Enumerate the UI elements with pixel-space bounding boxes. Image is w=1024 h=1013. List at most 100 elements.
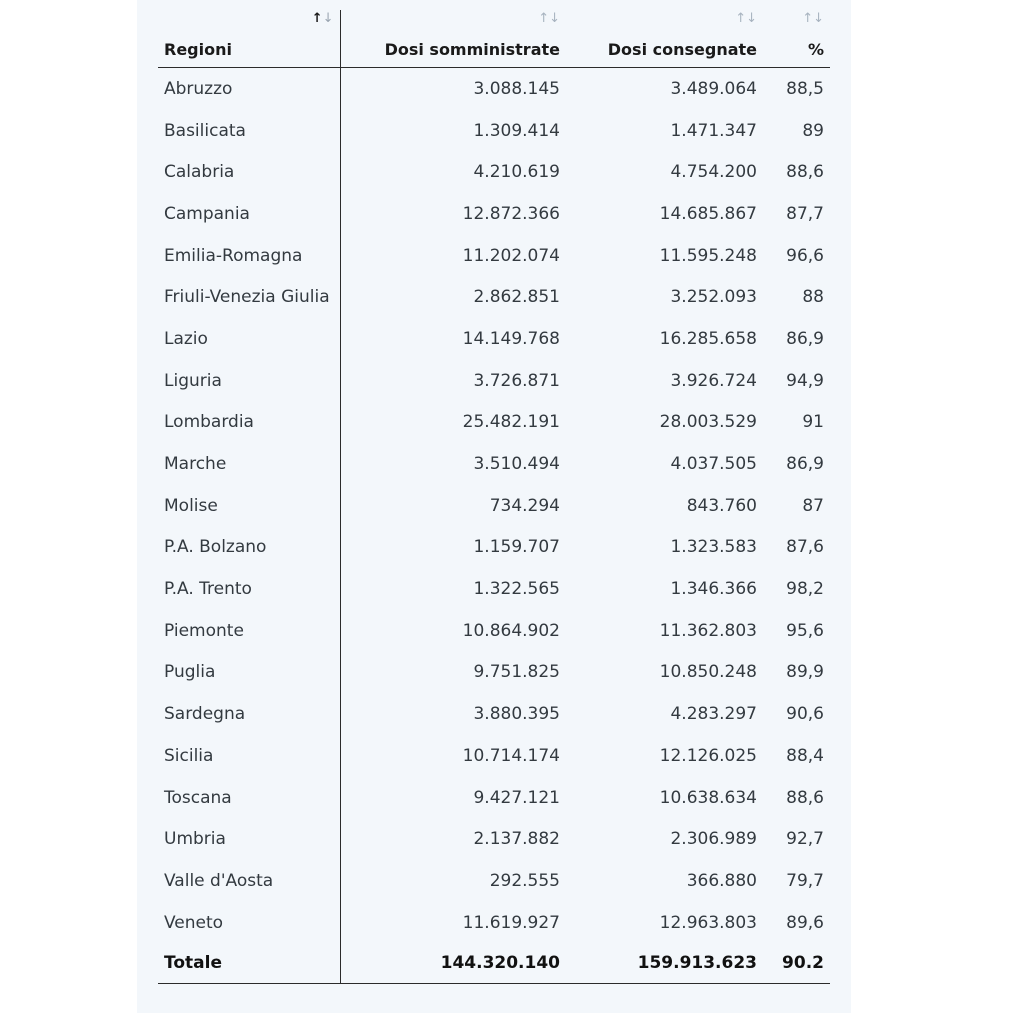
cell-regione: Basilicata bbox=[158, 109, 341, 152]
cell-dosi-somministrate: 1.309.414 bbox=[473, 120, 560, 141]
cell-percentuale: 95,6 bbox=[786, 620, 824, 641]
cell-regione: Marche bbox=[158, 443, 341, 485]
cell-percentuale: 87,6 bbox=[786, 537, 824, 558]
header-row: ↑↓ Regioni ↑↓ Dosi somministrate ↑↓ Dosi… bbox=[158, 10, 830, 68]
cell-dosi-somministrate: 3.510.494 bbox=[473, 454, 560, 475]
column-header-regioni[interactable]: ↑↓ Regioni bbox=[158, 10, 341, 68]
cell-dosi-consegnate: 1.346.366 bbox=[670, 579, 757, 600]
cell-percentuale: 79,7 bbox=[786, 870, 824, 891]
column-header-dosi-consegnate[interactable]: ↑↓ Dosi consegnate bbox=[566, 10, 763, 68]
cell-percentuale: 89,9 bbox=[786, 662, 824, 683]
table-row: Umbria 2.137.882 2.306.989 92,7 bbox=[158, 818, 830, 861]
table-row: P.A. Bolzano 1.159.707 1.323.583 87,6 bbox=[158, 526, 830, 569]
cell-regione: Valle d'Aosta bbox=[158, 860, 341, 902]
cell-regione: Lazio bbox=[158, 318, 341, 360]
cell-regione: Abruzzo bbox=[158, 67, 341, 110]
cell-dosi-somministrate: 3.880.395 bbox=[473, 704, 560, 725]
table-row: Lazio 14.149.768 16.285.658 86,9 bbox=[158, 318, 830, 360]
cell-dosi-somministrate: 4.210.619 bbox=[473, 162, 560, 183]
cell-percentuale: 88,6 bbox=[786, 787, 824, 808]
sort-arrows-icon[interactable]: ↑↓ bbox=[311, 11, 334, 26]
table-row: Marche 3.510.494 4.037.505 86,9 bbox=[158, 443, 830, 485]
cell-regione: Umbria bbox=[158, 818, 341, 861]
cell-percentuale: 86,9 bbox=[786, 328, 824, 349]
cell-dosi-consegnate: 3.926.724 bbox=[670, 370, 757, 391]
cell-dosi-consegnate: 3.252.093 bbox=[670, 287, 757, 308]
cell-dosi-somministrate: 3.726.871 bbox=[473, 370, 560, 391]
cell-dosi-somministrate: 12.872.366 bbox=[462, 203, 560, 224]
vaccine-doses-table: ↑↓ Regioni ↑↓ Dosi somministrate ↑↓ Dosi… bbox=[158, 10, 830, 985]
column-header-percentuale[interactable]: ↑↓ % bbox=[763, 10, 830, 68]
cell-dosi-somministrate: 9.751.825 bbox=[473, 662, 560, 683]
cell-dosi-consegnate: 10.638.634 bbox=[659, 787, 757, 808]
table-row: Lombardia 25.482.191 28.003.529 91 bbox=[158, 401, 830, 444]
column-header-dosi-somministrate[interactable]: ↑↓ Dosi somministrate bbox=[340, 10, 566, 68]
cell-dosi-consegnate: 10.850.248 bbox=[659, 662, 757, 683]
cell-dosi-somministrate: 3.088.145 bbox=[473, 78, 560, 99]
table-row: Emilia-Romagna 11.202.074 11.595.248 96,6 bbox=[158, 234, 830, 277]
cell-dosi-somministrate: 14.149.768 bbox=[462, 328, 560, 349]
cell-regione: Piemonte bbox=[158, 609, 341, 652]
table-row: Veneto 11.619.927 12.963.803 89,6 bbox=[158, 901, 830, 944]
table-row: Campania 12.872.366 14.685.867 87,7 bbox=[158, 193, 830, 235]
cell-percentuale: 88,4 bbox=[786, 745, 824, 766]
cell-dosi-consegnate: 4.754.200 bbox=[670, 162, 757, 183]
cell-dosi-somministrate: 10.714.174 bbox=[462, 745, 560, 766]
table-row: Molise 734.294 843.760 87 bbox=[158, 484, 830, 527]
cell-percentuale: 88,6 bbox=[786, 162, 824, 183]
cell-regione: Emilia-Romagna bbox=[158, 234, 341, 277]
cell-regione: Lombardia bbox=[158, 401, 341, 444]
table-row: Piemonte 10.864.902 11.362.803 95,6 bbox=[158, 609, 830, 652]
cell-percentuale: 90,6 bbox=[786, 704, 824, 725]
table-row: P.A. Trento 1.322.565 1.346.366 98,2 bbox=[158, 568, 830, 610]
cell-dosi-consegnate: 4.283.297 bbox=[670, 704, 757, 725]
cell-regione: Campania bbox=[158, 193, 341, 235]
cell-dosi-somministrate: 2.862.851 bbox=[473, 287, 560, 308]
total-consegnate-cell: 159.913.623 bbox=[566, 943, 763, 985]
cell-regione: Sardegna bbox=[158, 693, 341, 735]
table-header: ↑↓ Regioni ↑↓ Dosi somministrate ↑↓ Dosi… bbox=[158, 10, 830, 68]
cell-dosi-consegnate: 1.323.583 bbox=[670, 537, 757, 558]
cell-regione: P.A. Trento bbox=[158, 568, 341, 610]
cell-percentuale: 86,9 bbox=[786, 454, 824, 475]
total-somministrate-cell: 144.320.140 bbox=[340, 943, 566, 985]
cell-regione: Puglia bbox=[158, 651, 341, 694]
sort-arrows-icon[interactable]: ↑↓ bbox=[538, 11, 560, 26]
total-label-cell: Totale bbox=[158, 943, 341, 985]
cell-regione: Friuli-Venezia Giulia bbox=[158, 276, 341, 319]
cell-regione: P.A. Bolzano bbox=[158, 526, 341, 569]
column-header-label: % bbox=[807, 40, 824, 59]
cell-percentuale: 96,6 bbox=[786, 245, 824, 266]
table-row: Sicilia 10.714.174 12.126.025 88,4 bbox=[158, 735, 830, 777]
column-header-label: Dosi somministrate bbox=[384, 40, 560, 59]
cell-dosi-consegnate: 2.306.989 bbox=[670, 829, 757, 850]
cell-dosi-somministrate: 1.159.707 bbox=[473, 537, 560, 558]
cell-percentuale: 88 bbox=[802, 287, 824, 308]
cell-dosi-consegnate: 4.037.505 bbox=[670, 454, 757, 475]
cell-dosi-somministrate: 11.202.074 bbox=[462, 245, 560, 266]
cell-regione: Calabria bbox=[158, 151, 341, 194]
cell-dosi-consegnate: 12.963.803 bbox=[659, 912, 757, 933]
cell-dosi-consegnate: 11.362.803 bbox=[659, 620, 757, 641]
cell-dosi-consegnate: 1.471.347 bbox=[670, 120, 757, 141]
cell-dosi-somministrate: 2.137.882 bbox=[473, 829, 560, 850]
table-row: Calabria 4.210.619 4.754.200 88,6 bbox=[158, 151, 830, 194]
cell-dosi-consegnate: 14.685.867 bbox=[659, 203, 757, 224]
cell-percentuale: 94,9 bbox=[786, 370, 824, 391]
cell-dosi-somministrate: 734.294 bbox=[489, 495, 560, 516]
table-row: Puglia 9.751.825 10.850.248 89,9 bbox=[158, 651, 830, 694]
sort-arrows-icon[interactable]: ↑↓ bbox=[735, 11, 757, 26]
cell-regione: Veneto bbox=[158, 901, 341, 944]
cell-dosi-somministrate: 9.427.121 bbox=[473, 787, 560, 808]
table-row: Toscana 9.427.121 10.638.634 88,6 bbox=[158, 776, 830, 819]
sort-arrows-icon[interactable]: ↑↓ bbox=[802, 11, 824, 26]
total-percentuale-cell: 90.2 bbox=[763, 943, 830, 985]
table-row: Friuli-Venezia Giulia 2.862.851 3.252.093 8… bbox=[158, 276, 830, 319]
cell-percentuale: 88,5 bbox=[786, 78, 824, 99]
table-row: Liguria 3.726.871 3.926.724 94,9 bbox=[158, 359, 830, 402]
cell-regione: Liguria bbox=[158, 359, 341, 402]
cell-dosi-somministrate: 11.619.927 bbox=[462, 912, 560, 933]
column-header-label: Regioni bbox=[164, 40, 232, 59]
table-total-row: Totale 144.320.140 159.913.623 90.2 bbox=[158, 943, 830, 985]
cell-regione: Molise bbox=[158, 484, 341, 527]
